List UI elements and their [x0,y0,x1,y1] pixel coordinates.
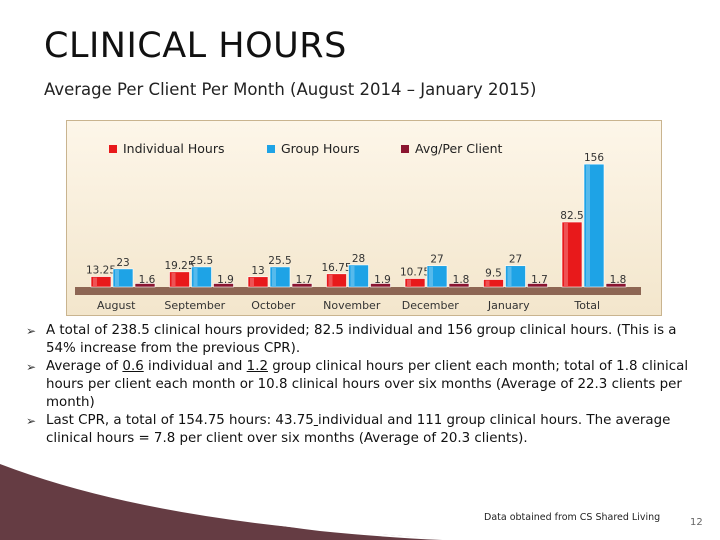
data-label: 13.25 [86,265,116,277]
bar-avg-per-client-december [448,283,470,288]
bullet-list: ➢ A total of 238.5 clinical hours provid… [24,322,704,448]
bar-individual-hours-september [169,271,190,288]
bar-individual-hours-january [483,279,504,288]
bar-highlight [429,266,433,286]
bar-avg-per-client-october [291,283,313,288]
bar-highlight [250,277,254,286]
bar-highlight [272,267,276,286]
x-tick-label: September [164,299,225,312]
bullet-underline-value: 0.6 [122,359,144,374]
bar-avg-per-client-january [527,283,548,288]
bar-group-hours-november [348,264,369,288]
arrow-bullet-icon: ➢ [26,360,37,374]
data-label: 16.75 [321,262,351,274]
bar-individual-hours-december [404,278,426,288]
data-label: 156 [584,152,604,164]
data-label: 1.9 [374,274,391,286]
data-label: 9.5 [485,268,502,280]
data-label: 1.7 [296,274,313,286]
arrow-bullet-icon: ➢ [26,414,37,428]
bar-highlight [350,265,355,286]
bar-group-hours-december [426,265,448,288]
bar-highlight [328,274,333,286]
bar-individual-hours-october [247,276,269,288]
data-label: 1.9 [217,274,234,286]
data-label: 28 [352,253,365,265]
slide-subtitle: Average Per Client Per Month (August 201… [44,80,537,99]
source-note: Data obtained from CS Shared Living [484,512,661,523]
bar-highlight [507,266,512,286]
legend-label-2: Group Hours [281,141,360,156]
bullet-text-post: individual and 111 group clinical hours.… [46,413,671,446]
chart-panel: Individual Hours Group Hours Avg/Per Clien… [66,120,662,316]
bar-highlight [193,267,198,286]
slide-title: CLINICAL HOURS [44,26,347,66]
arrow-bullet-icon: ➢ [26,324,37,338]
data-label: 10.75 [400,267,430,279]
bar-individual-hours-november [326,273,347,288]
data-label: 1.7 [531,274,548,286]
bar-avg-per-client-august [134,283,156,288]
x-tick-label: October [251,299,295,312]
bar-highlight [485,280,490,286]
bullet-text-pre: Last CPR, a total of 154.75 hours: 43.75 [46,413,314,428]
bar-group-hours-october [269,266,291,288]
bar-individual-hours-august [90,276,112,288]
legend-label-3: Avg/Per Client [415,141,503,156]
bar-highlight [171,272,176,286]
x-tick-label: November [323,299,381,312]
bullet-item: ➢ A total of 238.5 clinical hours provid… [24,322,704,358]
legend-swatch-1 [109,145,117,153]
bar-chart: Individual Hours Group Hours Avg/Per Clien… [75,141,641,312]
data-label: 19.25 [164,260,194,272]
data-label: 27 [430,254,443,266]
x-tick-label: August [97,299,136,312]
bar-highlight [564,223,568,286]
legend-label-1: Individual Hours [123,141,224,156]
data-label: 1.6 [139,274,156,286]
x-tick-label: January [487,299,530,312]
x-tick-label: Total [573,299,600,312]
data-label: 1.8 [610,274,627,286]
legend-swatch-2 [267,145,275,153]
data-label: 1.8 [453,274,470,286]
data-label: 23 [116,257,129,269]
bar-group-hours-total [583,163,605,288]
bullet-item: ➢ Average of 0.6 individual and 1.2 grou… [24,358,704,412]
bullet-item: ➢ Last CPR, a total of 154.75 hours: 43.… [24,412,704,448]
bullet-text-pre: Average of [46,359,123,374]
bullet-text-post: group clinical hours per client each mon… [46,359,689,410]
bar-highlight [407,279,411,286]
data-label: 25.5 [268,255,291,267]
bar-group-hours-january [505,265,526,288]
bar-avg-per-client-november [370,283,391,288]
chart-floor [75,287,641,295]
data-label: 25.5 [190,255,213,267]
data-label: 27 [509,254,522,266]
legend-swatch-3 [401,145,409,153]
data-label: 82.5 [560,210,583,222]
bar-group-hours-september [191,266,212,288]
bullet-text: A total of 238.5 clinical hours provided… [46,323,677,356]
data-label: 13 [251,265,264,277]
bullet-text-mid: individual and [143,359,247,374]
decorative-swoosh [0,450,470,540]
page-number: 12 [690,517,703,528]
bar-highlight [93,277,97,286]
bar-avg-per-client-total [605,283,627,288]
bar-highlight [586,165,590,286]
bar-avg-per-client-september [213,283,234,288]
bar-group-hours-august [112,268,134,288]
x-tick-label: December [402,299,460,312]
bar-individual-hours-total [561,221,583,288]
bar-highlight [115,269,119,286]
bullet-underline-value: 1.2 [246,359,268,374]
